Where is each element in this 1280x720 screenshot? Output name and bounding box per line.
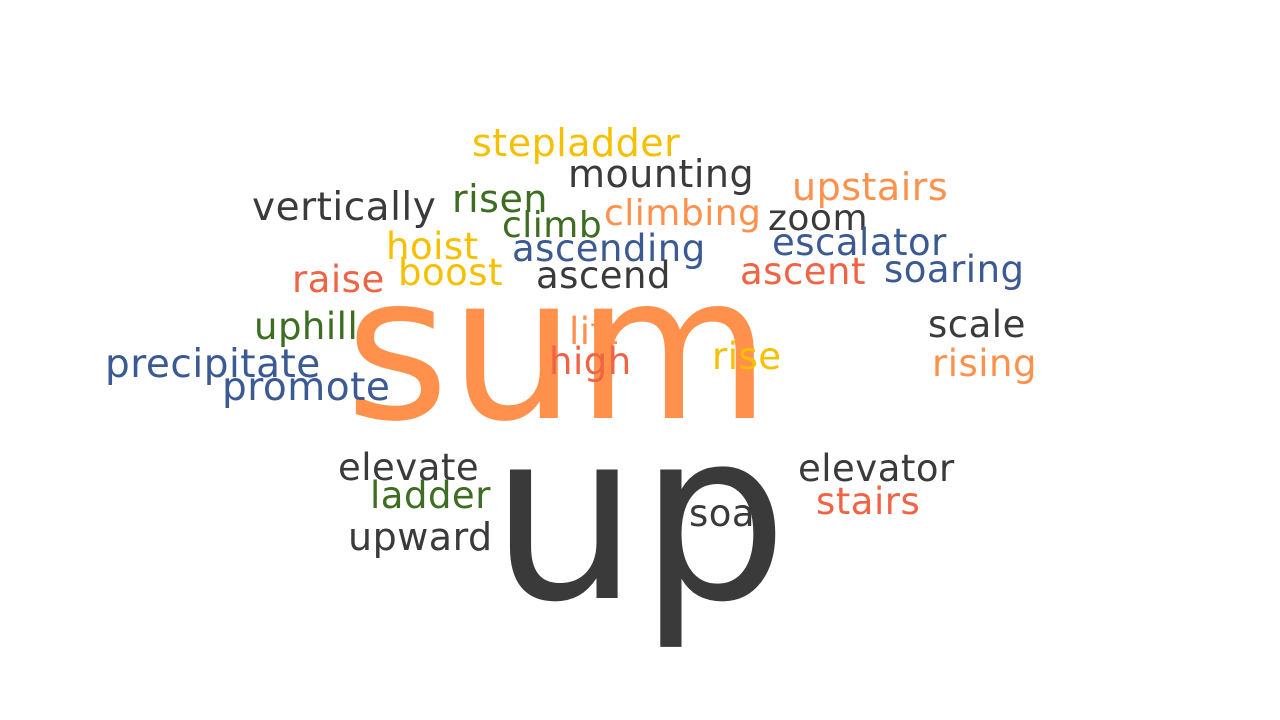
word-vertically: vertically [252,185,437,230]
word-high: high [549,340,632,383]
word-climbing: climbing [604,193,762,234]
word-promote: promote [222,365,391,410]
word-zoom: zoom [768,198,869,239]
word-soaring: soaring [884,248,1025,291]
word-mounting: mounting [568,152,755,196]
word-elevator: elevator [798,447,955,490]
word-ladder: ladder [370,474,491,517]
word-rise: rise [712,335,782,378]
word-ascent: ascent [740,250,867,293]
word-raise: raise [292,258,385,301]
word-up: up [490,381,789,654]
word-precipitate: precipitate [105,342,321,387]
word-sum: sum [345,233,771,466]
word-escalator: escalator [772,221,947,264]
word-soar: soar [689,492,771,535]
word-stairs: stairs [816,480,921,523]
word-stepladder: stepladder [472,121,681,165]
word-boost: boost [398,251,504,294]
word-ascend: ascend [536,254,671,297]
word-upstairs: upstairs [792,165,949,209]
word-ascending: ascending [512,227,706,270]
word-climb: climb [502,205,603,246]
word-upward: upward [348,515,493,559]
word-lift: lift [569,310,619,353]
word-hoist: hoist [386,225,479,268]
word-risen: risen [452,177,548,221]
word-elevate: elevate [338,446,480,489]
word-uphill: uphill [254,305,359,348]
word-scale: scale [928,303,1026,346]
word-rising: rising [932,342,1037,385]
